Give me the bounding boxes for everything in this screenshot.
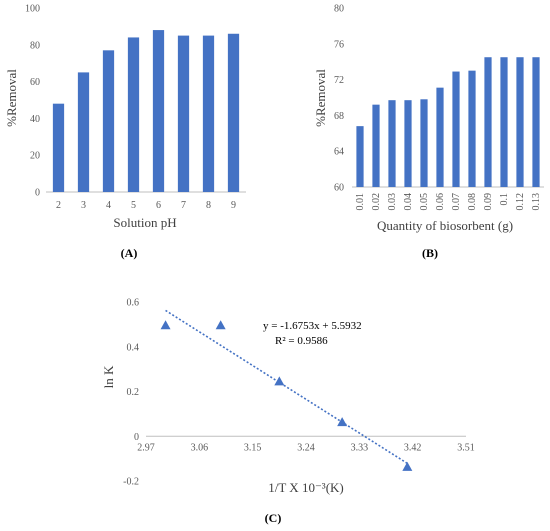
chart-a-x-tick-label: 9 [231,200,236,211]
chart-b-bar [356,126,364,187]
chart-b-y-tick-label: 72 [334,75,344,86]
chart-b-x-tick-label: 0.01 [355,193,366,211]
chart-c: -0.2 0 0.2 0.4 0.6 2.97 3.06 3.15 3.24 3.33 3.42 3… [101,298,475,526]
chart-c-point [402,461,413,471]
chart-b-y-tick-label: 68 [334,111,344,122]
chart-b-bar [516,57,524,187]
chart-b-x-tick-label: 0.08 [467,193,478,211]
chart-c-panel-label: (C) [265,511,282,525]
chart-b-x-tick-label: 0.02 [371,193,382,211]
chart-b-x-tick-label: 0.06 [435,193,446,211]
chart-a-y-tick-label: 0 [35,188,40,199]
chart-b-x-tick-label: 0.13 [531,193,542,211]
chart-a-x-tick-label: 7 [181,200,186,211]
chart-a-x-ticks: 2 3 4 5 6 7 8 9 [56,200,236,211]
chart-a-y-ticks: 0 20 40 60 80 100 [25,4,40,199]
chart-b-x-tick-label: 0.12 [515,193,526,211]
chart-b-bar [388,100,396,187]
chart-b-x-axis-title: Quantity of biosorbent (g) [377,218,513,233]
chart-b-x-ticks: 0.01 0.02 0.03 0.04 0.05 0.06 0.07 0.08 0.09 0.1 0… [355,193,542,211]
chart-a-y-tick-label: 20 [30,151,40,162]
chart-a-bars [52,30,240,193]
chart-b-y-ticks: 60 64 68 72 76 80 [334,4,344,194]
chart-c-point [215,320,226,330]
chart-c-x-tick-label: 3.51 [457,442,475,453]
chart-b-bar [468,70,476,187]
chart-b-y-tick-label: 76 [334,39,344,50]
chart-a-bar [202,35,215,192]
chart-c-x-tick-label: 3.15 [244,442,262,453]
chart-c-point [160,320,171,330]
chart-b-x-tick-label: 0.07 [451,193,462,211]
chart-c-x-ticks: 2.97 3.06 3.15 3.24 3.33 3.42 3.51 [137,442,475,453]
chart-a-bar [52,103,65,192]
chart-c-x-tick-label: 3.24 [297,442,315,453]
chart-c-y-ticks: -0.2 0 0.2 0.4 0.6 [123,298,139,488]
chart-a-x-tick-label: 5 [131,200,136,211]
chart-b-x-tick-label: 0.03 [387,193,398,211]
chart-a-y-tick-label: 60 [30,77,40,88]
chart-b-y-tick-label: 60 [334,183,344,194]
chart-c-y-tick-label: 0.4 [127,342,140,353]
chart-a-x-tick-label: 4 [106,200,111,211]
chart-c-x-tick-label: 3.42 [404,442,422,453]
chart-b-bar [532,57,540,187]
chart-b-bars [356,57,540,187]
chart-c-y-tick-label: 0.6 [127,298,140,309]
chart-c-x-tick-label: 2.97 [137,442,155,453]
chart-b-bar [452,71,460,187]
chart-a-y-tick-label: 80 [30,40,40,51]
chart-c-points [160,320,413,471]
chart-a-x-tick-label: 8 [206,200,211,211]
chart-c-equation: y = -1.6753x + 5.5932 [263,320,362,332]
chart-a-bar [177,35,190,192]
chart-b-bar [436,87,444,187]
chart-a-y-axis-title: %Removal [4,69,19,127]
chart-b-bar [500,57,508,187]
chart-a-x-tick-label: 6 [156,200,161,211]
chart-a-x-tick-label: 2 [56,200,61,211]
chart-c-y-tick-label: -0.2 [123,477,139,488]
chart-c-y-axis-title: ln K [101,365,116,388]
chart-b-x-tick-label: 0.09 [483,193,494,211]
chart-a-x-axis-title: Solution pH [113,215,176,230]
chart-b-bar [420,99,428,187]
chart-c-x-tick-label: 3.06 [191,442,209,453]
chart-b-bar [404,100,412,187]
chart-a-bar [227,33,240,193]
chart-c-y-tick-label: 0 [134,432,139,443]
chart-a-bar [152,30,165,192]
chart-b-panel-label: (B) [422,246,438,260]
chart-c-x-axis-title: 1/T X 10⁻³(K) [268,480,344,495]
chart-b-x-tick-label: 0.1 [499,193,510,206]
chart-b-bar [372,104,380,187]
chart-c-y-tick-label: 0.2 [127,387,140,398]
chart-c-trendline [165,309,408,465]
chart-b-y-tick-label: 80 [334,4,344,15]
chart-b-bar [484,57,492,187]
chart-c-r-squared: R² = 0.9586 [275,335,328,347]
chart-c-point [337,417,348,427]
chart-a-bar [102,50,115,192]
chart-c-x-tick-label: 3.33 [351,442,369,453]
chart-a-y-tick-label: 40 [30,114,40,125]
chart-a-bar [127,37,140,192]
chart-a-panel-label: (A) [121,246,138,260]
chart-a: 0 20 40 60 80 100 2 3 4 5 6 7 8 9 %Removal Solution … [4,4,246,260]
chart-a-x-tick-label: 3 [81,200,86,211]
chart-b-y-axis-title: %Removal [313,69,328,127]
chart-b-y-tick-label: 64 [334,147,344,158]
chart-a-y-tick-label: 100 [25,4,40,15]
chart-a-bar [77,72,90,192]
chart-c-point [274,376,285,386]
chart-b-x-tick-label: 0.04 [403,193,414,211]
chart-b-x-tick-label: 0.05 [419,193,430,211]
